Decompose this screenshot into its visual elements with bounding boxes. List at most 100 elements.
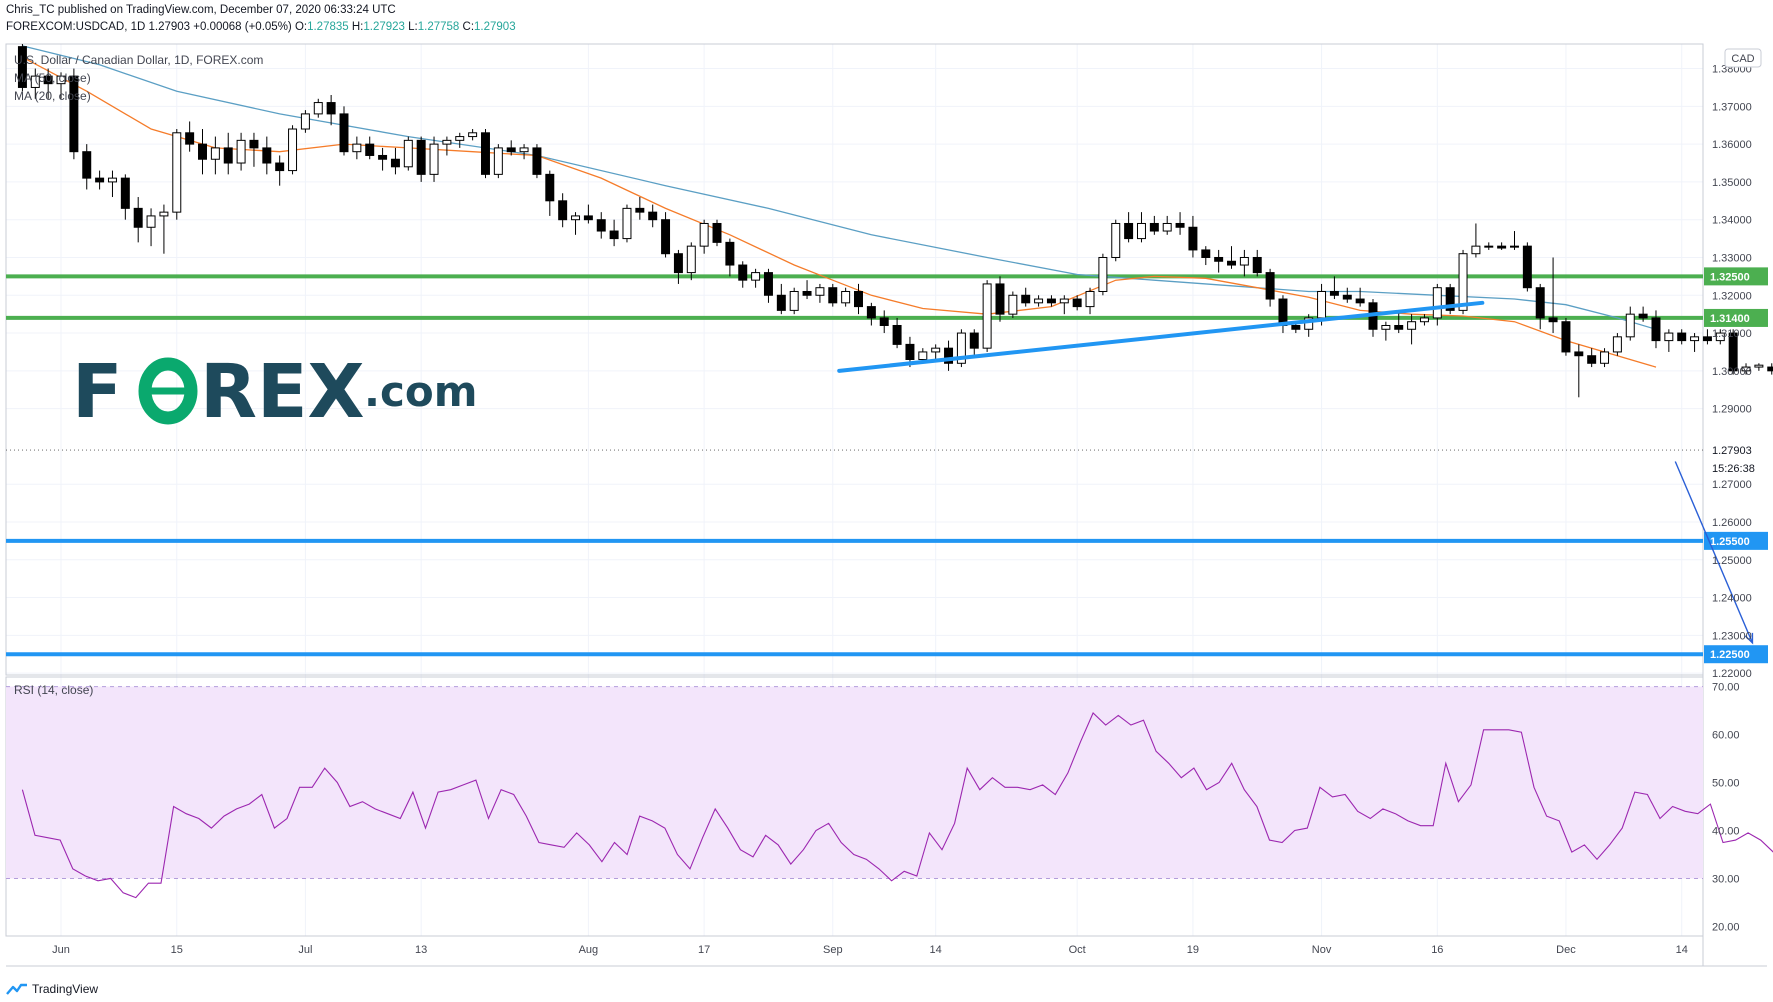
tradingview-brand[interactable]: TradingView <box>6 982 98 996</box>
candle-body <box>738 264 748 281</box>
projection-arrow-head <box>1744 632 1754 645</box>
candle-body <box>545 173 555 202</box>
time-axis: Jun 15 Jul 13 Aug 17 Sep 14 Oct 19 Nov 16 Dec 14 <box>52 944 1688 956</box>
candle-body <box>1522 245 1532 289</box>
level-tag <box>1704 645 1768 664</box>
candle-body <box>944 347 954 364</box>
time-tick: 15 <box>171 944 183 956</box>
open-label: O: <box>294 21 308 33</box>
candle-body <box>751 272 761 281</box>
candle-body <box>648 211 658 221</box>
candle-body <box>95 177 105 183</box>
candle-body <box>1188 226 1198 251</box>
candle-body <box>468 132 478 138</box>
candle-body <box>673 253 683 274</box>
low-label: L: <box>408 21 418 33</box>
candle-body <box>159 211 169 217</box>
candle-body <box>1754 364 1764 368</box>
level-label: 1.32500 <box>1710 271 1750 283</box>
candle-body <box>43 75 53 85</box>
symbol-label[interactable]: FOREXCOM:USDCAD, 1D <box>6 21 146 33</box>
candle-body <box>815 287 825 296</box>
candle-body <box>1638 313 1648 319</box>
high-label: H: <box>351 21 364 33</box>
candle-body <box>1059 298 1069 304</box>
candle-body <box>1085 290 1095 308</box>
level-label: 1.25500 <box>1710 536 1750 548</box>
candle-body <box>352 143 362 153</box>
candle-body <box>1535 287 1545 319</box>
currency-badge[interactable]: CAD <box>1724 48 1762 68</box>
price-tick: 1.29000 <box>1712 404 1752 416</box>
candle-body <box>1034 298 1044 304</box>
candle-body <box>1214 256 1224 262</box>
candle-body <box>339 113 349 153</box>
rsi-tick: 60.00 <box>1712 730 1740 742</box>
candle-body <box>1690 336 1700 342</box>
trendline <box>837 300 1485 373</box>
horizontal-levels[interactable]: 1.32500 1.31400 1.25500 1.22500 <box>6 267 1768 664</box>
candle-body <box>210 147 220 160</box>
candle-body <box>480 132 490 175</box>
candle-body <box>982 283 992 349</box>
candle-body <box>609 230 619 240</box>
price-axis: 1.380001.370001.360001.350001.340001.330… <box>6 64 1755 680</box>
candle-body <box>1728 332 1738 372</box>
time-tick: Nov <box>1312 944 1332 956</box>
time-tick: Jul <box>298 944 312 956</box>
candle-body <box>622 207 632 240</box>
rsi-tick: 40.00 <box>1712 825 1740 837</box>
legend-title: U.S. Dollar / Canadian Dollar, 1D, FOREX… <box>14 53 263 67</box>
price-tick: 1.33000 <box>1712 252 1752 264</box>
ma20-path <box>22 56 1657 368</box>
candle-body <box>1600 351 1610 364</box>
drawings[interactable] <box>837 300 1754 645</box>
candle-body <box>1715 332 1725 342</box>
candle-body <box>133 207 143 228</box>
candle-body <box>1510 245 1519 248</box>
candle-body <box>223 147 233 164</box>
forex-logo: F REX .com <box>72 349 477 435</box>
candle-body <box>1677 332 1687 342</box>
candle-body <box>776 294 786 311</box>
price-tick: 1.30000 <box>1712 366 1752 378</box>
currency-label: CAD <box>1731 53 1754 65</box>
candle-body <box>1394 324 1404 330</box>
price-tick: 1.35000 <box>1712 177 1752 189</box>
candle-body <box>313 102 323 115</box>
candle-body <box>828 287 838 304</box>
candle-body <box>1098 256 1108 292</box>
rsi-tick: 70.00 <box>1712 682 1740 694</box>
candle-body <box>571 215 581 221</box>
candle-body <box>1227 260 1237 266</box>
candle-body <box>1432 287 1442 319</box>
candle-body <box>583 215 593 221</box>
candle-body <box>1445 287 1455 311</box>
close-value: 1.27903 <box>474 21 516 33</box>
candle-body <box>17 46 27 88</box>
price-tick: 1.23000 <box>1712 630 1752 642</box>
logo-letter-f: F <box>72 349 123 435</box>
price-tick: 1.22000 <box>1712 668 1752 680</box>
candle-body <box>892 324 902 345</box>
ma50-path <box>22 45 1657 330</box>
candle-body <box>1278 298 1288 326</box>
candle-body <box>1265 272 1275 300</box>
projection-arrow <box>1674 461 1754 644</box>
time-tick: 14 <box>930 944 942 956</box>
candle-body <box>789 290 799 311</box>
time-tick: Sep <box>823 944 843 956</box>
candle-body <box>1046 298 1056 304</box>
candle-body <box>1342 294 1352 300</box>
candle-body <box>1175 222 1185 228</box>
bar-countdown: 15:26:38 <box>1712 463 1755 475</box>
candle-body <box>1702 336 1712 342</box>
candle-body <box>1381 324 1391 330</box>
candle-body <box>905 343 915 361</box>
candle-body <box>185 132 195 145</box>
price-tick: 1.25000 <box>1712 555 1752 567</box>
change-value: +0.00068 (+0.05%) <box>193 21 292 33</box>
publish-info: Chris_TC published on TradingView.com, D… <box>6 4 396 16</box>
ma20-line <box>22 56 1657 368</box>
